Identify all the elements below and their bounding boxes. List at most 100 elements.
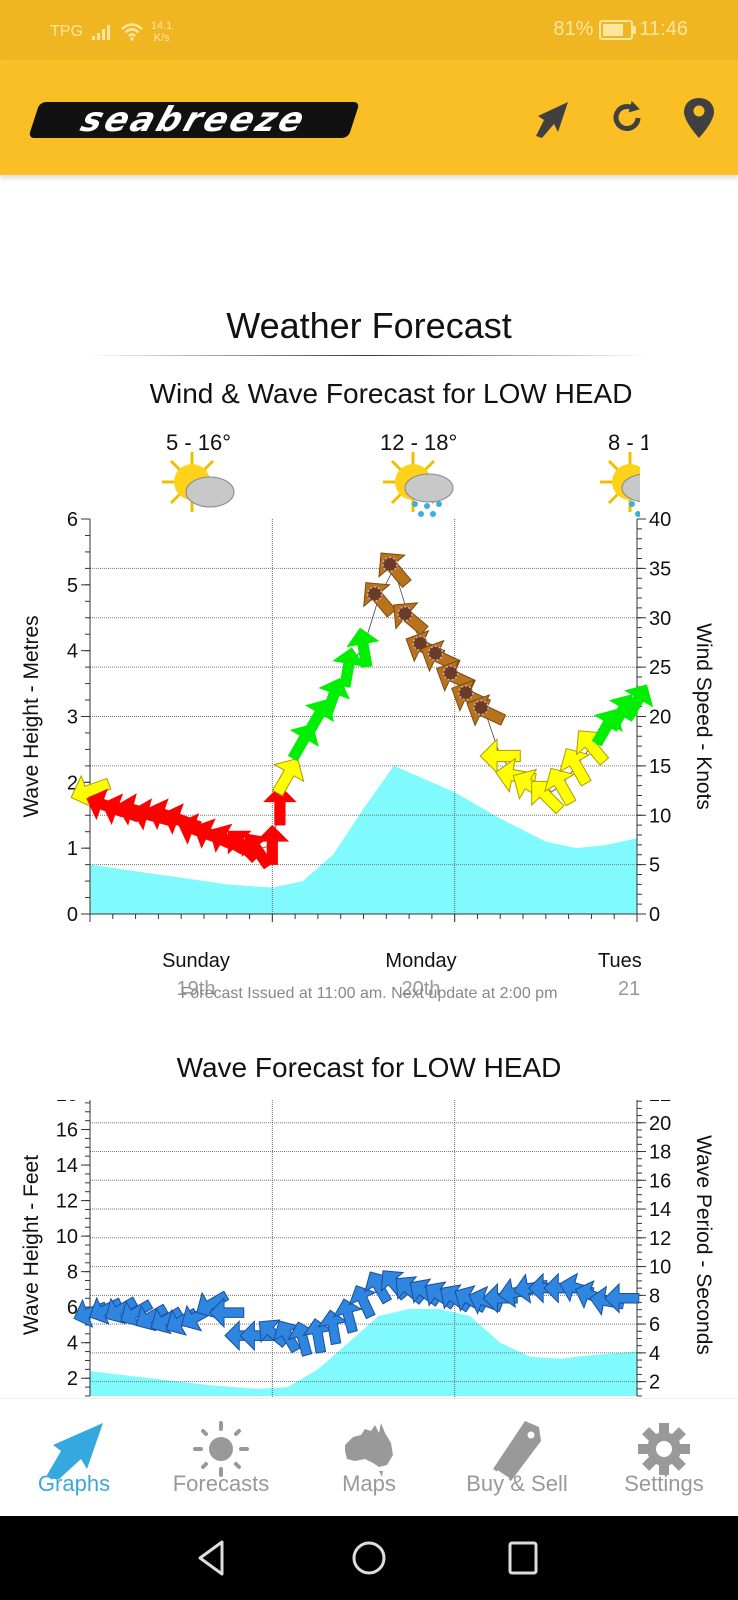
y-tick-label: 8	[67, 1262, 78, 1284]
wind-arrow	[346, 627, 380, 669]
location-pin-icon[interactable]	[682, 96, 716, 140]
wind-arrow	[241, 833, 274, 870]
y2-tick-label: 25	[649, 657, 671, 679]
bottom-tab-bar: Graphs Forecasts Maps Buy & Sell	[0, 1398, 738, 1517]
storm-marker	[442, 665, 459, 681]
y2-tick-label: 16	[649, 1170, 671, 1192]
y-tick-label: 5	[67, 575, 78, 597]
y2-tick-label: 12	[649, 1228, 671, 1250]
y2-tick-label: 10	[649, 1257, 671, 1279]
day-label: Tues	[598, 950, 642, 972]
y-tick-label: 14	[56, 1155, 78, 1177]
home-icon[interactable]	[349, 1538, 389, 1578]
storm-marker	[412, 635, 429, 652]
tab-buy-sell[interactable]: Buy & Sell	[443, 1399, 591, 1517]
carrier-label: TPG	[50, 23, 83, 40]
wind-arrow-icon[interactable]	[530, 96, 574, 140]
swell-arrow	[273, 1320, 301, 1354]
y-tick-label: 2	[67, 1368, 78, 1390]
y2-tick-label: 8	[649, 1285, 660, 1307]
swell-arrow	[105, 1296, 139, 1325]
y2-tick-label: 4	[649, 1343, 660, 1365]
page-title: Weather Forecast	[226, 305, 512, 346]
y2-tick-label: 0	[649, 904, 660, 926]
seabreeze-logo[interactable]: seabreeze	[28, 100, 360, 140]
date-label: 20th	[401, 978, 441, 1000]
y-axis-label: Wave Height - Feet	[20, 1155, 43, 1335]
forecast-issued-text: Forecast Issued at 11:00 am. Next update…	[180, 985, 558, 1002]
y2-tick-label: 35	[649, 558, 671, 580]
y2-tick-label: 22	[649, 1100, 671, 1106]
y2-tick-label: 20	[649, 707, 671, 729]
y-tick-label: 12	[56, 1191, 78, 1213]
y2-tick-label: 15	[649, 756, 671, 778]
swell-arrow	[332, 1298, 363, 1334]
y-tick-label: 0	[67, 904, 78, 926]
back-icon[interactable]	[194, 1538, 230, 1578]
y2-tick-label: 6	[649, 1314, 660, 1336]
recents-icon[interactable]	[505, 1538, 541, 1578]
refresh-icon[interactable]	[608, 98, 648, 138]
tab-forecasts[interactable]: Forecasts	[147, 1399, 295, 1517]
wave-height-area	[90, 1308, 637, 1396]
day-label: Sunday	[162, 950, 230, 972]
y-tick-label: 18	[56, 1100, 78, 1106]
wind-wave-chart-title: Wind & Wave Forecast for LOW HEAD	[149, 378, 633, 409]
y2-tick-label: 5	[649, 855, 660, 877]
tab-maps[interactable]: Maps	[295, 1399, 443, 1517]
price-tag-icon	[493, 1421, 541, 1481]
y-axis-label: Wave Height - Metres	[20, 615, 43, 817]
wind-arrow	[263, 785, 297, 826]
day-temp: 8 - 1	[608, 430, 648, 455]
y-tick-label: 6	[67, 509, 78, 531]
australia-map-icon	[345, 1423, 393, 1477]
day-temp: 12 - 18°	[380, 430, 458, 455]
y2-axis-label: Wave Period - Seconds	[692, 1135, 715, 1355]
weather-icon-clip	[600, 450, 640, 520]
swell-arrow	[317, 1309, 348, 1346]
storm-marker	[397, 606, 413, 622]
wifi-icon	[121, 23, 143, 41]
y-tick-label: 4	[67, 1333, 78, 1355]
clock: 11:46	[639, 18, 688, 40]
y2-tick-label: 10	[649, 805, 671, 827]
app-bar: seabreeze	[0, 60, 738, 175]
sun-icon	[193, 1421, 249, 1477]
swell-arrow	[604, 1282, 640, 1314]
swell-arrow	[209, 1297, 245, 1329]
storm-marker	[473, 699, 489, 716]
partly-cloudy-icon	[162, 452, 235, 512]
wave-height-area	[90, 765, 637, 914]
y-tick-label: 6	[67, 1297, 78, 1319]
signal-icon	[91, 25, 110, 40]
battery-percent: 81%	[553, 18, 594, 40]
tab-settings[interactable]: Settings	[590, 1399, 738, 1517]
wind-arrow	[318, 677, 350, 718]
wind-arrow	[332, 647, 366, 688]
y2-tick-label: 18	[649, 1142, 671, 1164]
wind-arrow	[271, 757, 305, 797]
battery-icon	[599, 19, 637, 40]
storm-marker	[366, 586, 383, 602]
y2-tick-label: 30	[649, 608, 671, 630]
wind-arrow-icon	[47, 1423, 103, 1479]
wind-arrow	[479, 737, 521, 775]
day-label: Monday	[385, 950, 457, 972]
y2-axis-label: Wind Speed - Knots	[692, 623, 715, 810]
y-tick-label: 4	[67, 641, 78, 663]
storm-marker	[382, 556, 398, 573]
storm-marker	[458, 685, 474, 701]
wave-chart-title: Wave Forecast for LOW HEAD	[176, 1052, 562, 1083]
y-tick-label: 10	[56, 1226, 78, 1248]
y-tick-label: 2	[67, 772, 78, 794]
storm-marker	[427, 645, 444, 661]
wind-arrow	[575, 730, 610, 766]
date-label: 19th	[176, 978, 216, 1000]
y2-tick-label: 2	[649, 1372, 660, 1394]
y-tick-label: 3	[67, 707, 78, 729]
y2-tick-label: 14	[649, 1199, 671, 1221]
tab-graphs[interactable]: Graphs	[0, 1399, 148, 1517]
date-label: 21	[618, 978, 641, 1000]
system-nav-bar	[0, 1516, 738, 1600]
showers-icon	[600, 452, 640, 517]
